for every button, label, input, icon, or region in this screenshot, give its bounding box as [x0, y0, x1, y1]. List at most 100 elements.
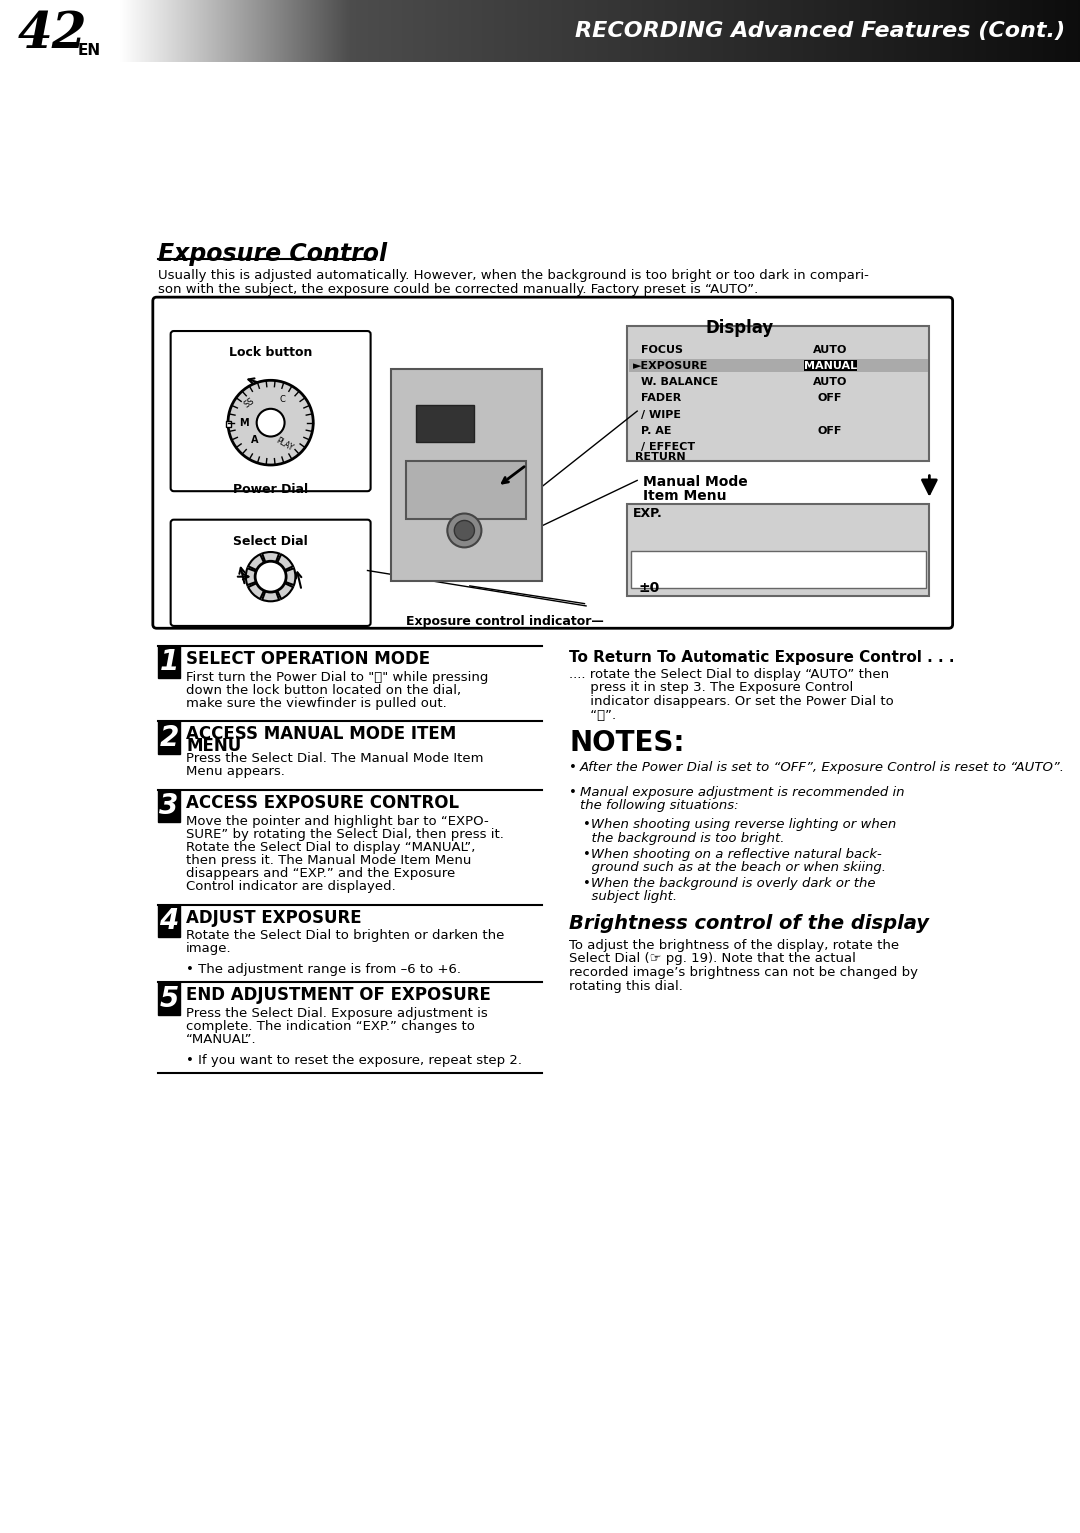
Bar	[159, 722, 180, 754]
Text: First turn the Power Dial to "Ⓜ" while pressing: First turn the Power Dial to "Ⓜ" while p…	[186, 670, 488, 684]
Bar	[629, 359, 928, 373]
Bar	[159, 789, 180, 822]
Text: C: C	[280, 396, 285, 405]
Text: make sure the viewfinder is pulled out.: make sure the viewfinder is pulled out.	[186, 698, 447, 710]
Text: son with the subject, the exposure could be corrected manually. Factory preset i: son with the subject, the exposure could…	[159, 282, 758, 296]
Text: / WIPE: / WIPE	[642, 409, 681, 420]
Bar	[391, 369, 542, 581]
Bar	[406, 461, 526, 518]
Text: OFF: OFF	[818, 426, 842, 435]
Text: SURE” by rotating the Select Dial, then press it.: SURE” by rotating the Select Dial, then …	[186, 828, 504, 840]
Text: 2: 2	[160, 724, 178, 751]
Bar	[226, 422, 231, 426]
Text: “Ⓐ”.: “Ⓐ”.	[569, 710, 616, 722]
Text: recorded image’s brightness can not be changed by: recorded image’s brightness can not be c…	[569, 966, 918, 980]
Bar	[159, 983, 180, 1015]
Text: SS: SS	[242, 397, 256, 411]
Text: Exposure control indicator—: Exposure control indicator—	[406, 615, 604, 629]
Text: END ADJUSTMENT OF EXPOSURE: END ADJUSTMENT OF EXPOSURE	[186, 986, 491, 1004]
Circle shape	[447, 514, 482, 547]
Circle shape	[455, 520, 474, 541]
Text: •: •	[569, 786, 577, 799]
Text: To adjust the brightness of the display, rotate the: To adjust the brightness of the display,…	[569, 938, 900, 952]
Text: .... rotate the Select Dial to display “AUTO” then: .... rotate the Select Dial to display “…	[569, 667, 889, 681]
Text: then press it. The Manual Mode Item Menu: then press it. The Manual Mode Item Menu	[186, 854, 472, 866]
Wedge shape	[248, 555, 271, 576]
Text: AUTO: AUTO	[813, 345, 848, 356]
Text: P. AE: P. AE	[642, 426, 672, 435]
Text: PLAY: PLAY	[274, 435, 295, 452]
Bar	[804, 360, 856, 371]
Text: Manual Mode: Manual Mode	[643, 475, 747, 489]
Text: SELECT OPERATION MODE: SELECT OPERATION MODE	[186, 650, 430, 668]
Text: ACCESS EXPOSURE CONTROL: ACCESS EXPOSURE CONTROL	[186, 794, 459, 812]
Text: ACCESS MANUAL MODE ITEM: ACCESS MANUAL MODE ITEM	[186, 725, 457, 744]
Text: EXP.: EXP.	[633, 507, 663, 520]
Bar	[631, 552, 926, 589]
FancyBboxPatch shape	[153, 297, 953, 629]
Wedge shape	[271, 555, 293, 576]
Circle shape	[255, 561, 286, 592]
Text: To Return To Automatic Exposure Control . . .: To Return To Automatic Exposure Control …	[569, 650, 955, 665]
Text: ►EXPOSURE: ►EXPOSURE	[633, 362, 708, 371]
Text: Item Menu: Item Menu	[643, 489, 726, 503]
Text: subject light.: subject light.	[583, 891, 677, 903]
Bar	[159, 645, 180, 678]
Text: 4: 4	[160, 908, 178, 935]
Text: Brightness control of the display: Brightness control of the display	[569, 914, 929, 934]
Text: FADER: FADER	[642, 394, 681, 403]
Wedge shape	[262, 576, 279, 601]
Text: “MANUAL”.: “MANUAL”.	[186, 1033, 257, 1046]
Text: Rotate the Select Dial to brighten or darken the: Rotate the Select Dial to brighten or da…	[186, 929, 504, 943]
Text: EN: EN	[78, 43, 102, 58]
Text: After the Power Dial is set to “OFF”, Exposure Control is reset to “AUTO”.: After the Power Dial is set to “OFF”, Ex…	[580, 762, 1065, 774]
Circle shape	[257, 409, 284, 437]
Text: image.: image.	[186, 943, 232, 955]
Text: down the lock button located on the dial,: down the lock button located on the dial…	[186, 684, 461, 696]
Wedge shape	[246, 569, 271, 586]
Text: ground such as at the beach or when skiing.: ground such as at the beach or when skii…	[583, 862, 886, 874]
Text: ADJUST EXPOSURE: ADJUST EXPOSURE	[186, 909, 362, 926]
Wedge shape	[271, 569, 296, 586]
Bar	[627, 327, 930, 461]
Bar	[416, 405, 474, 442]
Text: Select Dial: Select Dial	[233, 535, 308, 549]
Text: 5: 5	[160, 984, 178, 1013]
Bar	[627, 503, 930, 596]
Text: Power Dial: Power Dial	[233, 483, 308, 495]
Text: Press the Select Dial. The Manual Mode Item: Press the Select Dial. The Manual Mode I…	[186, 753, 484, 765]
Text: • The adjustment range is from –6 to +6.: • The adjustment range is from –6 to +6.	[186, 963, 461, 977]
Text: W. BALANCE: W. BALANCE	[642, 377, 718, 388]
Circle shape	[228, 380, 313, 464]
Text: RETURN: RETURN	[635, 452, 686, 461]
Text: 3: 3	[160, 793, 178, 820]
Text: MENU: MENU	[186, 737, 242, 754]
Text: Move the pointer and highlight bar to “EXPO-: Move the pointer and highlight bar to “E…	[186, 814, 489, 828]
Text: Rotate the Select Dial to display “MANUAL”,: Rotate the Select Dial to display “MANUA…	[186, 840, 475, 854]
Text: complete. The indication “EXP.” changes to: complete. The indication “EXP.” changes …	[186, 1019, 475, 1033]
Text: •When shooting using reverse lighting or when: •When shooting using reverse lighting or…	[583, 819, 896, 831]
Wedge shape	[271, 576, 293, 599]
Text: / EFFECT: / EFFECT	[642, 442, 696, 452]
Wedge shape	[248, 576, 271, 599]
Text: OFF: OFF	[818, 394, 842, 403]
Text: Control indicator are displayed.: Control indicator are displayed.	[186, 880, 396, 894]
Text: FOCUS: FOCUS	[642, 345, 683, 356]
Text: NOTES:: NOTES:	[569, 730, 685, 757]
Text: rotating this dial.: rotating this dial.	[569, 980, 683, 993]
Text: Usually this is adjusted automatically. However, when the background is too brig: Usually this is adjusted automatically. …	[159, 268, 869, 282]
Text: Lock button: Lock button	[229, 345, 312, 359]
Text: Select Dial (☞ pg. 19). Note that the actual: Select Dial (☞ pg. 19). Note that the ac…	[569, 952, 855, 966]
Bar	[159, 904, 180, 937]
Text: A: A	[252, 434, 259, 445]
Text: MANUAL: MANUAL	[804, 362, 856, 371]
Text: AUTO: AUTO	[813, 377, 848, 388]
Text: •When the background is overly dark or the: •When the background is overly dark or t…	[583, 877, 876, 891]
Text: 1: 1	[160, 648, 178, 676]
FancyBboxPatch shape	[171, 520, 370, 625]
Text: • If you want to reset the exposure, repeat step 2.: • If you want to reset the exposure, rep…	[186, 1055, 522, 1067]
Text: Menu appears.: Menu appears.	[186, 765, 285, 779]
Text: M: M	[239, 417, 248, 428]
Text: indicator disappears. Or set the Power Dial to: indicator disappears. Or set the Power D…	[569, 696, 894, 708]
Text: Manual exposure adjustment is recommended in: Manual exposure adjustment is recommende…	[580, 786, 904, 799]
